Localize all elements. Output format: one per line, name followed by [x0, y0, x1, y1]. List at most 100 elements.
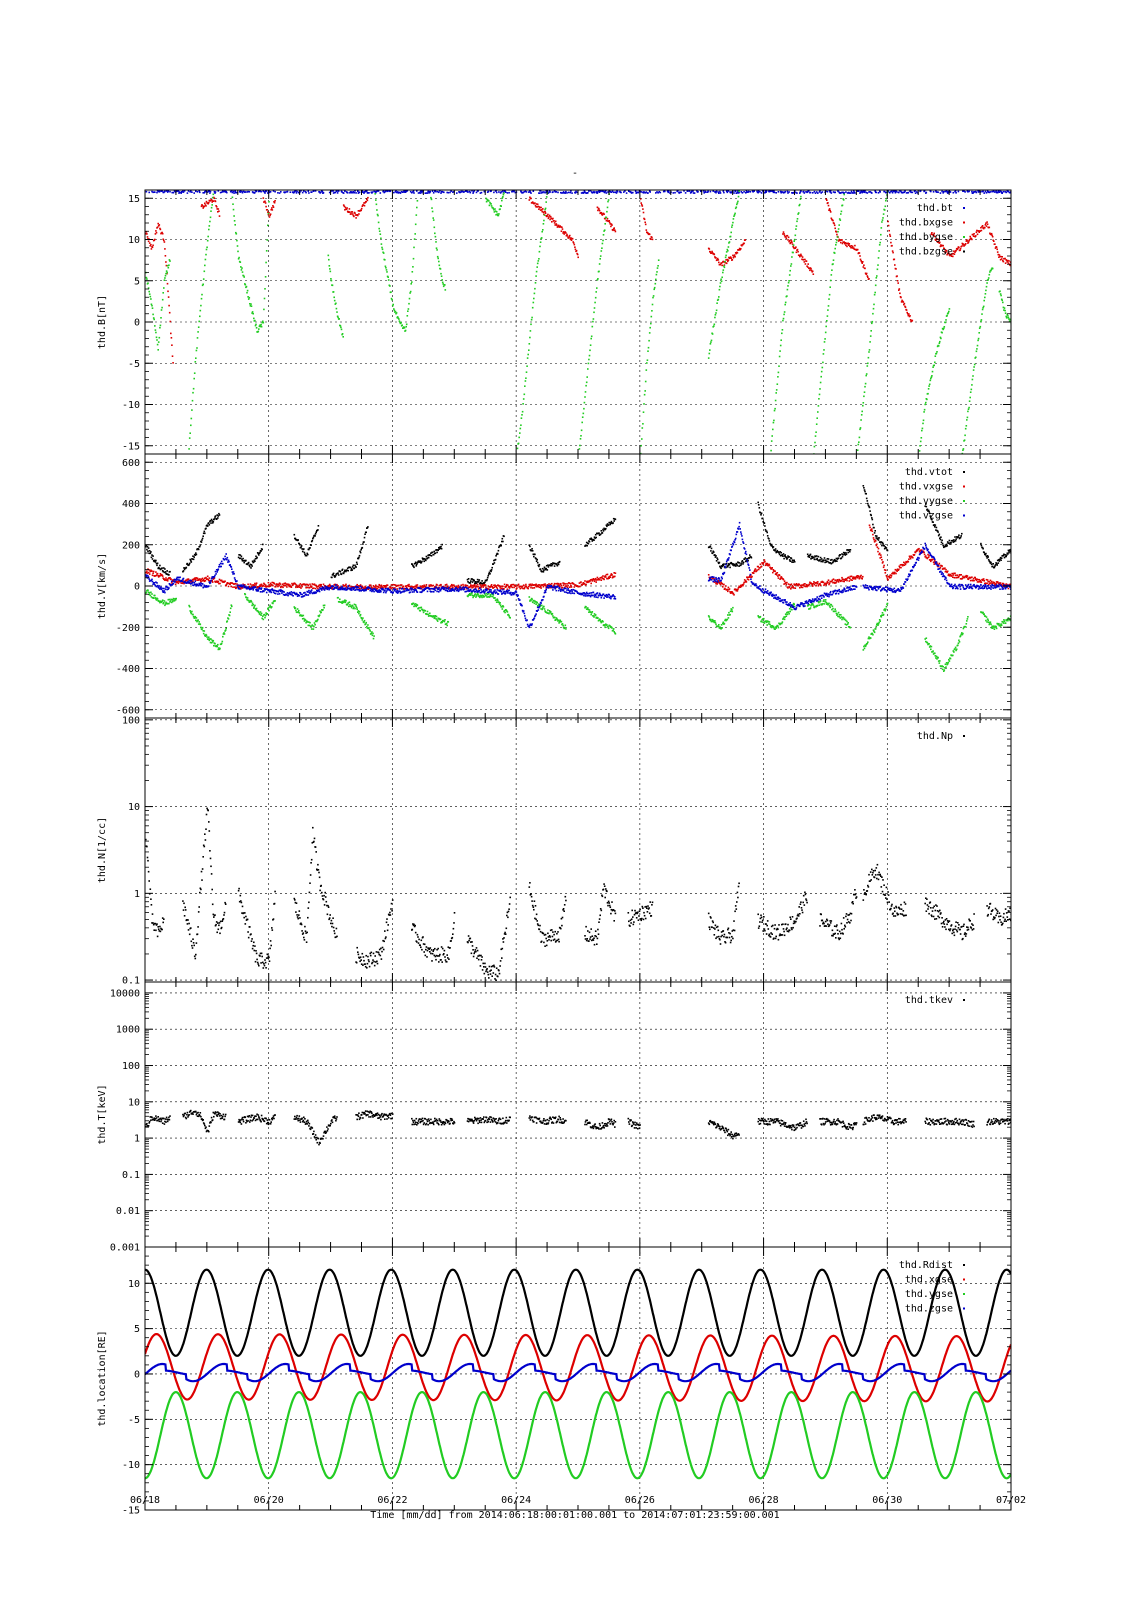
x-tick-label: 06/26 [625, 1495, 655, 1506]
series-thd.bxgse [145, 196, 1011, 364]
y-tick-label: 10 [128, 235, 140, 246]
y-tick-label: 100 [122, 715, 140, 726]
legend-marker [963, 221, 965, 224]
y-tick-label: 0 [134, 318, 140, 329]
panel-N: 0.1 1 10 100 thd.N[1/cc] thd.Np [97, 715, 1012, 987]
data-location [145, 1268, 1011, 1480]
legend-marker [963, 999, 965, 1001]
y-tick-label: 400 [122, 499, 140, 510]
legend-marker [963, 500, 965, 502]
y-tick-label: 1 [134, 1134, 140, 1145]
y-tick-label: 10 [128, 1097, 140, 1108]
grid-location [145, 1247, 1011, 1510]
x-tick-label: 06/20 [254, 1495, 284, 1506]
legend-entry: thd.bt [917, 203, 953, 214]
x-axis-label: Time [mm/dd] from 2014:06:18:00:01:00.00… [370, 1510, 779, 1521]
legend-entry: thd.vtot [905, 467, 953, 478]
y-tick-label: -200 [116, 623, 140, 634]
y-axis-label-B: thd.B[nT] [97, 295, 108, 349]
x-ticks-V [144, 454, 1012, 718]
data-V [145, 485, 1011, 672]
x-tick-label: 07/02 [996, 1495, 1026, 1506]
y-tick-label: 5 [134, 1324, 140, 1335]
y-tick-label: -5 [128, 359, 140, 370]
series-thd.vxgse [145, 524, 1011, 596]
legend-entry: thd.vygse [899, 496, 953, 507]
y-tick-label: 200 [122, 540, 140, 551]
y-axis-V: -600 -400 -200 0 200 400 600 [116, 453, 1011, 719]
y-axis-B: -15 -10 -5 0 5 10 15 [122, 189, 1011, 455]
legend-entry: thd.bygse [899, 232, 953, 243]
data-N [145, 807, 1011, 981]
series-thd.bygse [145, 190, 1011, 454]
panel-V: -600 -400 -200 0 200 400 600 thd.V[km/s] thd.vto… [97, 453, 1012, 719]
y-tick-label: 100 [122, 1061, 140, 1072]
series-thd.vtot [145, 485, 1011, 585]
grid-B [145, 190, 1011, 454]
series-thd.bt [145, 190, 1011, 194]
y-axis-T: 0.001 0.01 0.1 1 10 100 1000 10000 [110, 981, 1011, 1254]
y-tick-label: -400 [116, 664, 140, 675]
x-ticks-location [144, 1247, 1012, 1510]
legend-entry: thd.Rdist [899, 1260, 953, 1271]
y-axis-label-T: thd.T[keV] [97, 1084, 108, 1144]
grid-N [145, 718, 1011, 982]
legend-B: thd.bt thd.bxgse thd.bygse thd.bzgse [899, 203, 965, 258]
legend-marker [963, 1307, 965, 1310]
series-thd.zgse [145, 1362, 1011, 1383]
legend-marker [963, 1293, 965, 1295]
y-axis-N: 0.1 1 10 100 [122, 715, 1011, 987]
y-tick-label: -10 [122, 400, 140, 411]
legend-entry: thd.bxgse [899, 218, 953, 229]
x-ticks-N [144, 718, 1012, 982]
legend-marker [963, 514, 965, 517]
y-tick-label: 0.001 [110, 1243, 140, 1254]
panel-location: -15-10-50510thd.location[RE]thd.Rdistthd… [97, 1246, 1012, 1517]
legend-marker [963, 1278, 965, 1281]
legend-entry: thd.Np [917, 731, 953, 742]
y-tick-label: 10 [128, 1279, 140, 1290]
y-tick-label: -15 [122, 441, 140, 452]
y-tick-label: 1000 [116, 1025, 140, 1036]
data-B [145, 190, 1011, 454]
x-ticks-B [144, 190, 1012, 454]
series-thd.ygse [145, 1390, 1011, 1480]
legend-entry: thd.vzgse [899, 511, 953, 522]
y-tick-label: -5 [128, 1415, 140, 1426]
y-tick-label: -600 [116, 705, 140, 716]
legend-marker [963, 207, 965, 209]
figure-title: - [572, 168, 578, 179]
series-thd.xgse [145, 1333, 1011, 1403]
y-tick-label: 5 [134, 276, 140, 287]
x-tick-label: 06/18 [130, 1495, 160, 1506]
series-thd.Np [145, 807, 1011, 981]
legend-location: thd.Rdist thd.xgse thd.ygse thd.zgse [899, 1260, 965, 1315]
legend-entry: thd.ygse [905, 1289, 953, 1300]
y-tick-label: 600 [122, 458, 140, 469]
x-tick-label: 06/30 [872, 1495, 902, 1506]
y-tick-label: 0.01 [116, 1206, 140, 1217]
legend-entry: thd.tkev [905, 995, 953, 1006]
y-tick-label: 0 [134, 582, 140, 593]
legend-marker [963, 471, 965, 473]
x-ticks-T [144, 982, 1012, 1247]
frame-N [144, 717, 1012, 983]
x-tick-label: 06/22 [377, 1495, 407, 1506]
legend-entry: thd.bzgse [899, 247, 953, 258]
y-tick-label: -15 [122, 1506, 140, 1517]
legend-marker [963, 1264, 965, 1266]
y-axis-label-location: thd.location[RE] [97, 1330, 108, 1426]
y-tick-label: 0.1 [122, 976, 140, 987]
series-thd.vygse [145, 589, 1011, 672]
series-thd.tkev [145, 1109, 1011, 1146]
y-tick-label: -10 [122, 1460, 140, 1471]
legend-entry: thd.zgse [905, 1304, 953, 1315]
panel-B: -15-10-5051015thd.B[nT]thd.btthd.bxgseth… [97, 189, 1012, 455]
legend-N: thd.Np [917, 731, 965, 742]
y-axis-label-N: thd.N[1/cc] [97, 817, 108, 883]
legend-marker [963, 250, 965, 253]
x-tick-label: 06/24 [501, 1495, 531, 1506]
y-tick-label: 1 [134, 889, 140, 900]
legend-marker [963, 735, 965, 737]
